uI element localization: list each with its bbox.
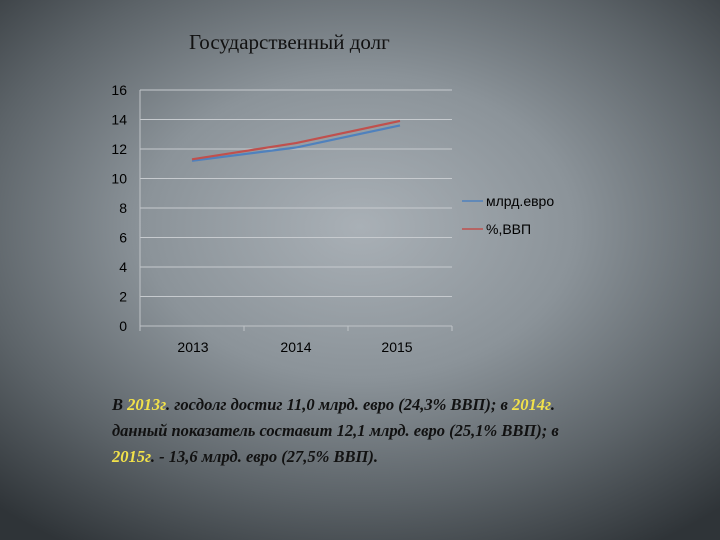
caption-part-4: . - 13,6 млрд. евро (27,5% ВВП). (150, 447, 379, 466)
chart-title: Государственный долг (189, 30, 390, 54)
caption-year-2014: 2014г (511, 395, 551, 414)
y-tick-label: 10 (111, 171, 127, 187)
caption-year-2013: 2013г (127, 395, 167, 414)
y-tick-label: 16 (111, 82, 127, 98)
series-line-1 (191, 124, 401, 162)
legend-label-1: млрд.евро (486, 193, 554, 209)
data-point (191, 159, 193, 161)
y-tick-label: 8 (119, 200, 127, 216)
series-line-2 (191, 119, 401, 161)
caption-part-3: . данный показатель составит 12,1 млрд. … (112, 395, 559, 440)
y-tick-label: 0 (119, 318, 127, 334)
y-tick-label: 2 (119, 289, 127, 305)
legend-label-2: %,ВВП (486, 221, 531, 237)
caption-year-2015: 2015г (112, 447, 151, 466)
y-tick-label: 14 (111, 112, 127, 128)
data-point (399, 120, 401, 122)
x-tick-label: 2014 (280, 339, 311, 355)
caption-part-1: В (112, 395, 128, 414)
data-point (295, 142, 297, 144)
caption-text: В 2013г. госдолг достиг 11,0 млрд. евро … (112, 392, 592, 470)
x-tick-label: 2015 (381, 339, 412, 355)
y-tick-label: 12 (111, 141, 127, 157)
caption-part-2: . госдолг достиг 11,0 млрд. евро (24,3% … (166, 395, 512, 414)
y-tick-label: 4 (119, 259, 127, 275)
data-point (399, 125, 401, 127)
x-tick-label: 2013 (177, 339, 208, 355)
data-point (295, 147, 297, 149)
y-tick-label: 6 (119, 230, 127, 246)
